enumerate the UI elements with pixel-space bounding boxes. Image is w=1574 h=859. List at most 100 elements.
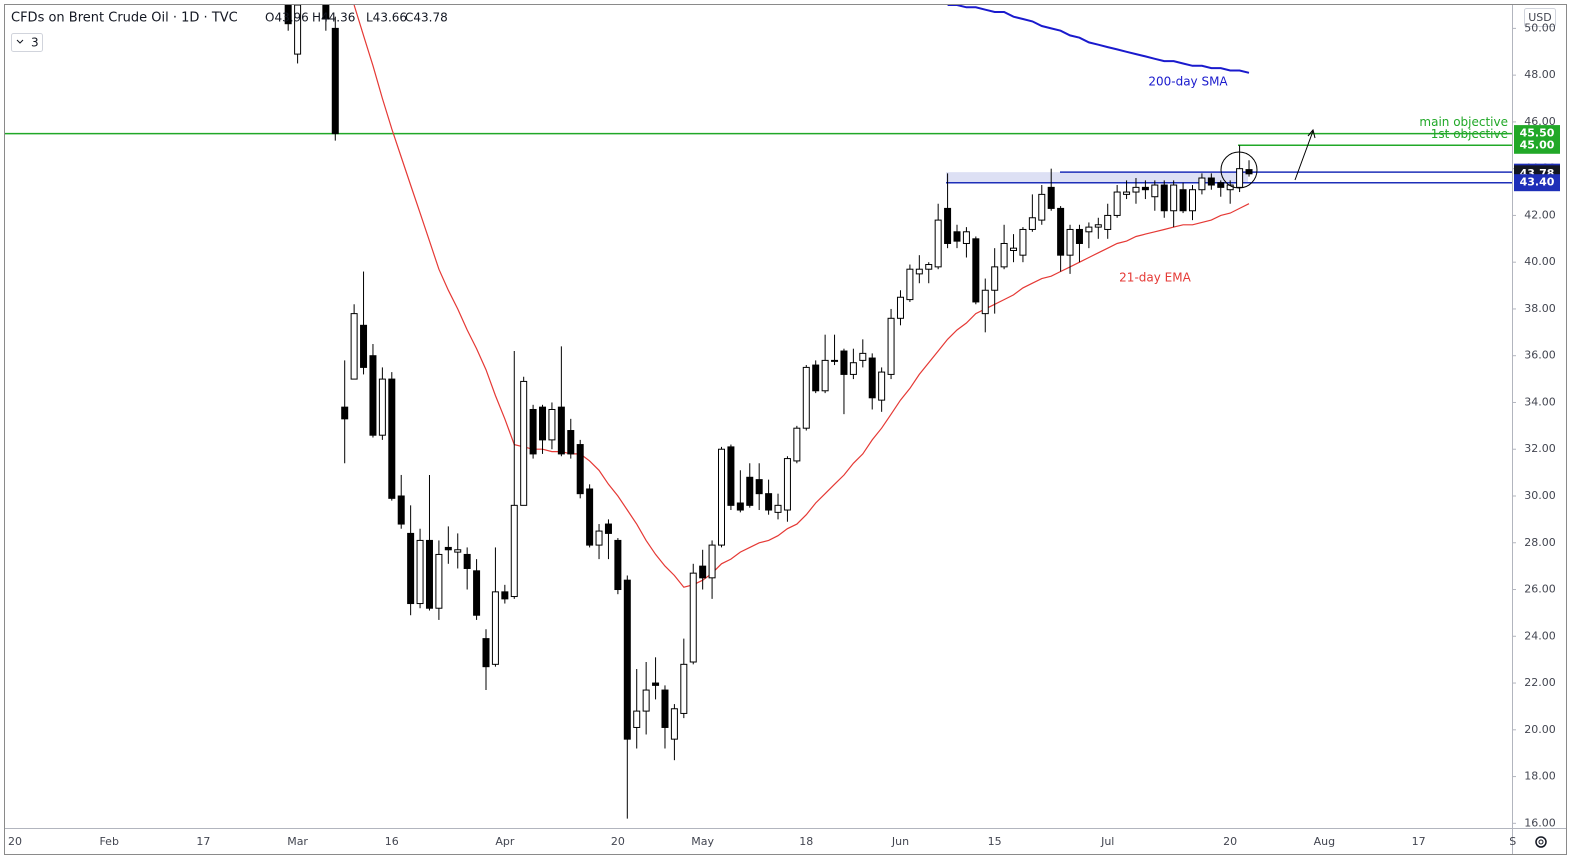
x-tick-label: 20 bbox=[1223, 835, 1237, 848]
candle-body bbox=[793, 427, 801, 462]
candle-body bbox=[444, 546, 452, 551]
highlight-circle bbox=[1220, 151, 1258, 189]
candle-body bbox=[1170, 184, 1178, 212]
candle-body bbox=[774, 504, 782, 513]
candle-body bbox=[859, 352, 867, 361]
candle-body bbox=[642, 689, 650, 712]
candle-body bbox=[454, 549, 462, 553]
y-tick-label: 40.00 bbox=[1524, 255, 1556, 268]
candle-body bbox=[529, 408, 537, 455]
y-tick-label: 48.00 bbox=[1524, 68, 1556, 81]
y-tick-label: 18.00 bbox=[1524, 770, 1556, 783]
candle-body bbox=[1019, 228, 1027, 256]
candle-body bbox=[821, 359, 829, 392]
candle-body bbox=[1104, 214, 1112, 230]
toggle-chevron bbox=[16, 39, 24, 44]
x-tick-label: 15 bbox=[988, 835, 1002, 848]
candle-body bbox=[614, 539, 622, 591]
x-tick-label: Mar bbox=[287, 835, 308, 848]
candle-body bbox=[397, 495, 405, 525]
candle-body bbox=[1160, 184, 1168, 212]
candle-body bbox=[944, 207, 952, 244]
candle-body bbox=[510, 504, 518, 598]
price-tag-label: 43.40 bbox=[1520, 176, 1555, 189]
price-tag-label: 45.00 bbox=[1520, 138, 1555, 151]
candle-body bbox=[586, 488, 594, 546]
settings-gear[interactable] bbox=[1535, 836, 1547, 848]
candle-body bbox=[378, 378, 386, 436]
candle-body bbox=[1047, 186, 1055, 209]
candle-body bbox=[991, 266, 999, 291]
candle-body bbox=[1189, 189, 1196, 212]
candle-body bbox=[840, 350, 848, 375]
candle-body bbox=[463, 553, 471, 569]
candle-body bbox=[652, 682, 660, 686]
gear-hub bbox=[1538, 839, 1544, 845]
y-tick-label: 22.00 bbox=[1524, 676, 1556, 689]
indicator-toggle[interactable] bbox=[11, 33, 43, 52]
candle-body bbox=[1094, 224, 1102, 228]
resistance-zone bbox=[946, 172, 1248, 183]
candle-body bbox=[1179, 189, 1187, 212]
x-tick-label: 20 bbox=[8, 835, 22, 848]
candle-body bbox=[548, 408, 556, 441]
ohlc-low: L43.66 bbox=[366, 11, 407, 25]
x-tick-label: 17 bbox=[196, 835, 210, 848]
candle-body bbox=[1207, 177, 1215, 186]
candle-body bbox=[633, 710, 641, 728]
frame bbox=[4, 4, 1567, 855]
candle-body bbox=[416, 539, 424, 605]
candle-body bbox=[1132, 186, 1140, 193]
indicator-label: 21-day EMA bbox=[1119, 271, 1191, 285]
candle-body bbox=[962, 231, 970, 244]
candle-body bbox=[1000, 242, 1008, 268]
candle-body bbox=[1113, 191, 1121, 216]
candle-body bbox=[868, 357, 876, 399]
candle-body bbox=[849, 362, 857, 375]
candle-body bbox=[831, 359, 839, 362]
candle-body bbox=[934, 219, 942, 268]
candle-body bbox=[294, 5, 302, 55]
candle-body bbox=[604, 523, 612, 534]
candle-body bbox=[1066, 228, 1074, 256]
candle-body bbox=[981, 289, 989, 315]
y-tick-label: 46.00 bbox=[1524, 115, 1556, 128]
candle-body bbox=[812, 364, 820, 392]
candle-body bbox=[435, 553, 443, 609]
candle-body bbox=[388, 378, 396, 499]
y-tick-label: 28.00 bbox=[1524, 536, 1556, 549]
plot-area bbox=[5, 5, 1512, 819]
candle-body bbox=[755, 479, 763, 495]
y-tick-label: 30.00 bbox=[1524, 489, 1556, 502]
candle-body bbox=[482, 638, 490, 668]
y-tick-label: 38.00 bbox=[1524, 302, 1556, 315]
gear-ring bbox=[1535, 836, 1547, 848]
candle-body bbox=[501, 591, 509, 600]
candle-body bbox=[896, 296, 904, 319]
candle-body bbox=[1236, 168, 1244, 188]
candle-body bbox=[1217, 182, 1225, 188]
x-tick-label: 17 bbox=[1412, 835, 1426, 848]
arrow-line bbox=[1294, 130, 1314, 181]
ohlc-close: C43.78 bbox=[405, 11, 448, 25]
candle-body bbox=[369, 355, 377, 436]
candle-body bbox=[878, 371, 886, 401]
x-tick-label: Aug bbox=[1314, 835, 1335, 848]
candle-body bbox=[1198, 177, 1206, 191]
y-tick-label: 36.00 bbox=[1524, 349, 1556, 362]
candle-body bbox=[407, 532, 415, 605]
x-tick-label: Feb bbox=[99, 835, 118, 848]
currency-badge[interactable] bbox=[1524, 8, 1556, 27]
x-tick-label: Jul bbox=[1100, 835, 1114, 848]
x-tick-label: 18 bbox=[799, 835, 813, 848]
candle-body bbox=[670, 708, 678, 740]
candle-body bbox=[557, 406, 565, 455]
ohlc-open: O43.96 bbox=[265, 11, 309, 25]
y-tick-label: 34.00 bbox=[1524, 395, 1556, 408]
arrow-head bbox=[1307, 128, 1316, 139]
candle-body bbox=[661, 689, 669, 728]
candle-body bbox=[473, 570, 481, 616]
candle-body bbox=[567, 430, 575, 455]
candle-body bbox=[576, 444, 584, 495]
candle-body bbox=[350, 313, 358, 380]
